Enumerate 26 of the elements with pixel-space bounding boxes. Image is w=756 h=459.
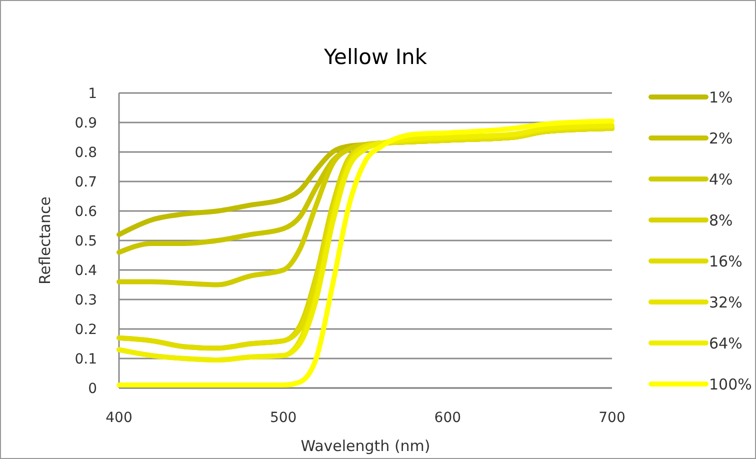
y-tick-label: 0.3 [74, 292, 97, 308]
y-tick-label: 1 [88, 86, 97, 102]
x-tick-label: 600 [434, 410, 462, 426]
y-axis-title: Reflectance [36, 196, 54, 284]
y-tick-label: 0.8 [74, 144, 97, 161]
y-tick-label: 0.5 [74, 233, 97, 250]
legend-label: 32% [709, 293, 742, 312]
legend-label: 4% [709, 170, 733, 188]
x-tick-label: 400 [106, 410, 132, 426]
y-tick-label: 0.2 [74, 322, 97, 338]
x-axis-title: Wavelength (nm) [300, 437, 430, 455]
y-tick-label: 0.6 [74, 204, 98, 220]
legend-label: 16% [709, 252, 742, 270]
y-tick-label: 0.7 [74, 174, 97, 190]
x-tick-label: 700 [598, 410, 626, 426]
legend-label: 2% [709, 129, 733, 148]
x-tick-label: 500 [270, 410, 297, 426]
legend-label: 1% [709, 88, 733, 106]
chart-title: Yellow Ink [323, 45, 428, 69]
legend-label: 100% [709, 375, 752, 394]
y-tick-label: 0.1 [74, 351, 97, 368]
legend-label: 8% [709, 211, 733, 230]
y-tick-label: 0 [88, 380, 97, 397]
legend-label: 64% [709, 334, 742, 352]
y-tick-label: 0.9 [74, 115, 97, 132]
y-tick-label: 0.4 [74, 262, 98, 279]
